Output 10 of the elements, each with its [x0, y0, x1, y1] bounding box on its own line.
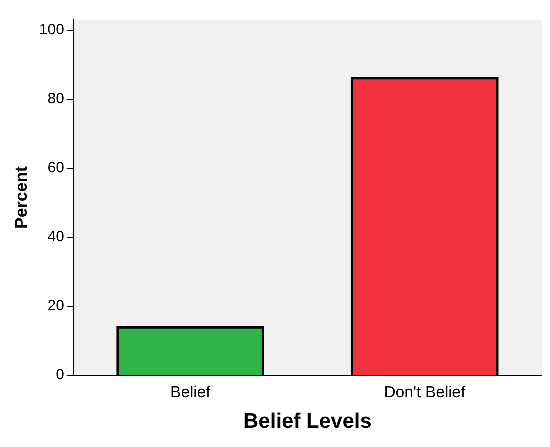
y-tick-label: 60 [48, 160, 64, 177]
y-tick-label: 0 [56, 366, 64, 384]
x-tick-label: Belief [170, 384, 212, 402]
y-tick-label: 40 [48, 228, 64, 246]
y-axis-title: Percent [12, 166, 31, 229]
y-tick-label: 20 [48, 298, 64, 315]
y-tick-label: 100 [39, 22, 64, 38]
x-axis-title: Belief Levels [244, 410, 372, 434]
y-tick-label: 80 [48, 90, 64, 108]
x-tick-label: Don't Belief [384, 384, 466, 402]
